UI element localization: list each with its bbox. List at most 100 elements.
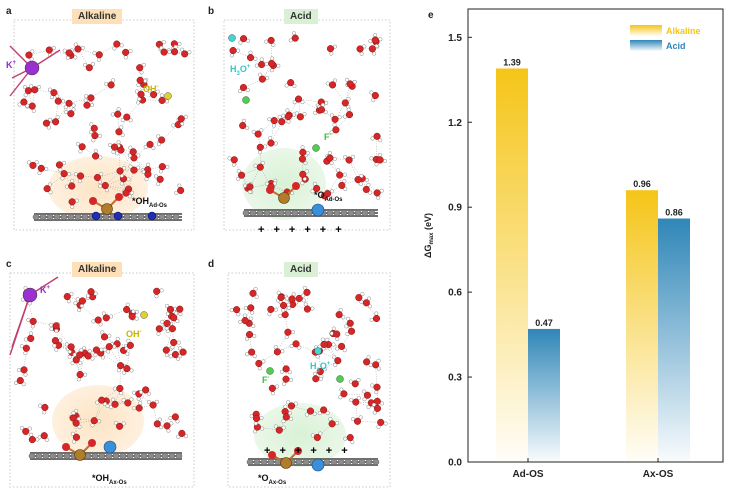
- oxygen-atom: [282, 413, 290, 421]
- hydrogen-atom: [241, 118, 247, 123]
- hydrogen-atom: [74, 198, 80, 203]
- oxygen-atom: [170, 48, 179, 56]
- hydrogen-atom: [362, 389, 367, 394]
- oxygen-atom: [320, 340, 328, 348]
- hydrogen-atom: [128, 145, 133, 150]
- hydrogen-atom: [64, 342, 69, 347]
- hydrogen-atom: [76, 377, 81, 382]
- hydrogen-atom: [178, 312, 183, 317]
- hydrogen-atom: [30, 49, 35, 54]
- oxygen-atom: [281, 311, 289, 319]
- panel-b-structure: [223, 19, 391, 231]
- hydrogen-atom: [143, 78, 148, 83]
- hydronium-atom: [314, 347, 322, 355]
- x-tick-label: Ad-OS: [512, 469, 543, 480]
- carbon-atom: [305, 209, 313, 217]
- panel-b: b Acid H3O+ F- *OAd-Os ++++++: [206, 0, 396, 240]
- carbon-atom: [354, 209, 362, 217]
- hydrogen-atom: [271, 123, 277, 128]
- hydrogen-atom: [325, 337, 330, 342]
- hydrogen-atom: [376, 358, 381, 363]
- oxygen-atom: [177, 115, 185, 123]
- oxygen-atom: [153, 287, 161, 295]
- hydrogen-atom: [358, 415, 363, 420]
- carbon-atom: [326, 209, 334, 217]
- hydrogen-atom: [378, 152, 383, 157]
- oxygen-atom: [52, 322, 60, 330]
- oxygen-atom: [303, 288, 311, 296]
- hydrogen-bond: [362, 178, 367, 190]
- hydrogen-atom: [367, 304, 372, 309]
- cell-frame: [223, 19, 391, 231]
- hydrogen-atom: [58, 338, 63, 343]
- hydrogen-atom: [177, 41, 182, 47]
- hydrogen-atom: [104, 81, 109, 87]
- hydrogen-atom: [77, 308, 82, 313]
- oxygen-atom: [270, 117, 278, 125]
- oxygen-atom: [68, 198, 76, 206]
- carbon-atom: [267, 458, 275, 466]
- carbon-atom: [91, 452, 99, 460]
- hydrogen-atom: [151, 145, 156, 151]
- hydrogen-atom: [136, 165, 141, 170]
- hydrogen-atom: [158, 425, 164, 430]
- hydrogen-atom: [115, 336, 120, 341]
- oxygen-atom: [282, 375, 290, 383]
- bar-acid-ax-os: [658, 218, 690, 462]
- oxygen-atom: [334, 357, 342, 365]
- hydrogen-atom: [303, 160, 308, 166]
- hydrogen-atom: [254, 294, 259, 299]
- hydrogen-atom: [119, 43, 124, 48]
- oxygen-atom: [158, 163, 166, 171]
- adsorbed-oxygen: [88, 439, 96, 447]
- hydrogen-atom: [128, 164, 133, 169]
- metal-site: [101, 203, 113, 215]
- hydrogen-atom: [30, 324, 35, 329]
- hydrogen-atom: [332, 355, 337, 360]
- hydrogen-atom: [247, 189, 253, 194]
- oxygen-atom: [313, 433, 321, 442]
- active-site: [311, 203, 325, 217]
- hydrogen-atom: [231, 162, 237, 167]
- hydrogen-atom: [294, 111, 299, 116]
- oxygen-atom: [338, 342, 346, 350]
- carbon-atom: [337, 458, 345, 466]
- carbon-atom: [46, 213, 54, 221]
- hydrogen-atom: [342, 172, 347, 177]
- oxygen-atom: [72, 356, 80, 364]
- hydrogen-atom: [22, 85, 27, 90]
- hydrogen-atom: [116, 107, 121, 112]
- oxygen-atom: [312, 375, 320, 383]
- hydrogen-atom: [383, 421, 388, 426]
- oxygen-atom: [153, 420, 161, 428]
- hydrogen-atom: [257, 150, 263, 155]
- hydrogen-atom: [164, 303, 170, 308]
- hydrogen-atom: [346, 97, 351, 102]
- panel-e-bar-chart: e 0.0 0.3 0.6 0.9 1.2 1.5 ΔGmax (eV) 1.39 0.47 Ad-…: [423, 8, 724, 480]
- carbon-atom: [63, 452, 71, 460]
- hydrogen-bond: [348, 159, 359, 180]
- oxygen-atom: [287, 79, 295, 87]
- hydrogen-atom: [16, 368, 22, 373]
- hydrogen-atom: [236, 48, 241, 53]
- hydrogen-atom: [64, 184, 69, 189]
- carbon-atom: [172, 213, 180, 221]
- hydrogen-atom: [112, 386, 117, 391]
- hydrogen-atom: [46, 125, 52, 130]
- metal-site: [278, 192, 290, 204]
- panel-d-letter: d: [208, 259, 215, 270]
- oxygen-atom: [287, 402, 296, 410]
- oxygen-atom: [373, 383, 381, 391]
- hydrogen-atom: [369, 156, 374, 161]
- oxygen-atom: [240, 35, 248, 43]
- oxygen-atom: [130, 166, 138, 174]
- hydrogen-atom: [329, 113, 335, 118]
- hydrogen-atom: [333, 362, 338, 368]
- oxygen-atom: [25, 51, 33, 59]
- oxygen-atom: [163, 319, 171, 327]
- oxygen-atom: [107, 81, 115, 89]
- oxygen-atom: [373, 404, 382, 412]
- hydrogen-atom: [29, 84, 34, 89]
- oxygen-atom: [338, 181, 346, 190]
- hydrogen-atom: [113, 420, 118, 426]
